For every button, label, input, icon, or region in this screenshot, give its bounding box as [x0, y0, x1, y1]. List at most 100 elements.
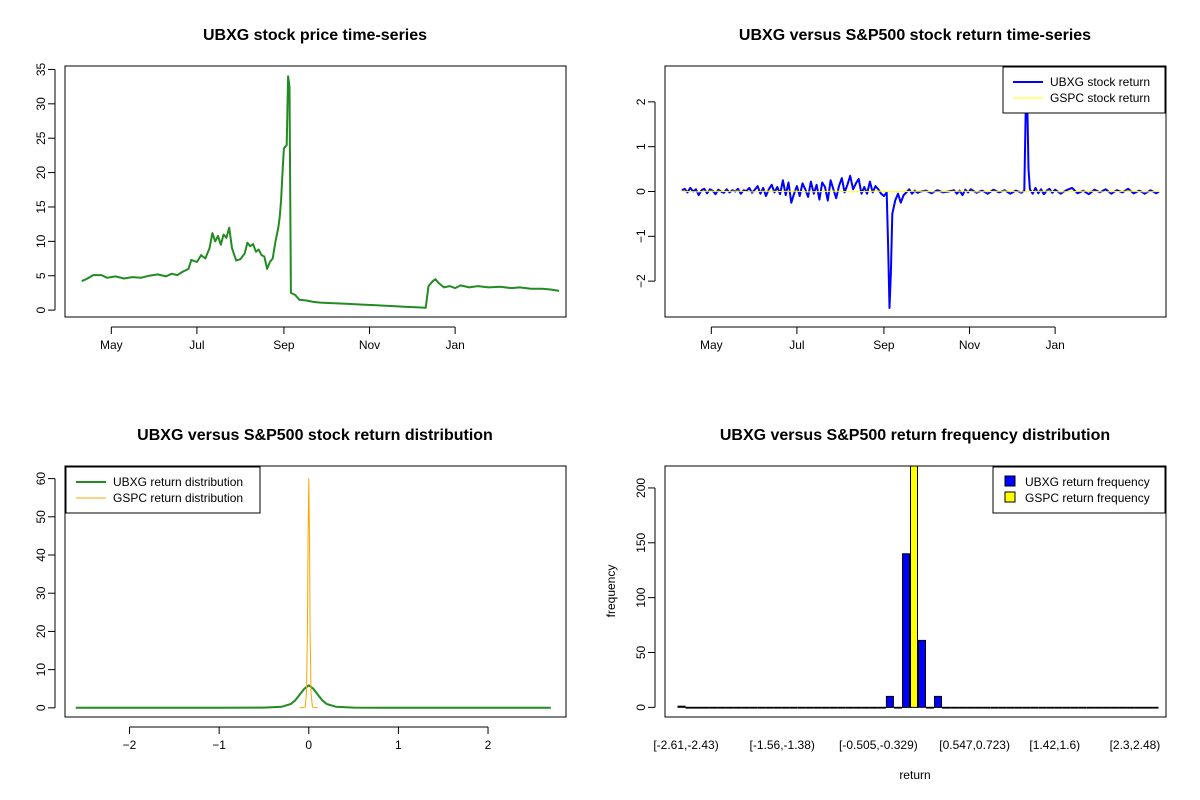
density-y-tick-label: 60: [34, 472, 48, 486]
price-x-tick-label: Jul: [189, 338, 204, 352]
frequency-bar-gspc: [877, 706, 886, 709]
price-y-tick-label: 5: [34, 272, 48, 279]
frequency-bar-gspc: [845, 706, 854, 709]
returns-x-tick-label: Jan: [1045, 338, 1064, 352]
frequency-bar-ubxg: [885, 695, 894, 708]
frequency-bar-gspc: [958, 706, 967, 709]
frequency-bar-gspc: [1102, 706, 1111, 709]
frequency-bars: [677, 466, 1159, 709]
frequency-bar-gspc: [1070, 706, 1079, 709]
frequency-bar-ubxg: [757, 706, 766, 709]
returns-chart-title: UBXG versus S&P500 stock return time-ser…: [739, 27, 1091, 44]
density-x-tick-label: 2: [485, 738, 492, 752]
frequency-bar-ubxg: [853, 706, 862, 709]
density-legend-box: [65, 466, 261, 514]
frequency-bar-ubxg: [1046, 706, 1055, 709]
frequency-bar-gspc: [1006, 706, 1015, 709]
density-y-tick-label: 20: [34, 624, 48, 638]
frequency-bar-gspc: [717, 706, 726, 709]
returns-legend-label-gspc: GSPC stock return: [1050, 91, 1150, 105]
returns-x-tick-label: Sep: [873, 338, 895, 352]
returns-legend-box: [1002, 66, 1166, 114]
frequency-bar-gspc: [1134, 706, 1143, 709]
frequency-x-tick-label: [-1.56,-1.38): [750, 738, 815, 752]
price-y-tick-label: 20: [34, 166, 48, 180]
frequency-bar-ubxg: [918, 639, 926, 708]
price-chart-title: UBXG stock price time-series: [203, 27, 427, 44]
density-series-line-ubxg: [75, 684, 551, 709]
frequency-bar-ubxg: [693, 706, 702, 709]
frequency-y-axis-label: frequency: [604, 565, 618, 618]
frequency-bar-gspc: [942, 706, 950, 709]
frequency-bar-ubxg: [677, 705, 686, 708]
frequency-y-tick-label: 150: [634, 532, 648, 552]
frequency-legend-label-ubxg: UBXG return frequency: [1025, 475, 1150, 489]
returns-legend-label-ubxg: UBXG stock return: [1050, 75, 1150, 89]
frequency-legend: UBXG return frequency GSPC return freque…: [992, 466, 1166, 514]
frequency-bar-ubxg: [709, 706, 718, 709]
density-chart-title: UBXG versus S&P500 stock return distribu…: [137, 427, 493, 444]
frequency-bar-ubxg: [902, 553, 910, 708]
frequency-bar-ubxg: [966, 706, 975, 709]
price-y-tick-label: 0: [34, 306, 48, 313]
price-x-tick-label: Nov: [359, 338, 380, 352]
frequency-bar-gspc: [1054, 706, 1063, 709]
frequency-chart-title: UBXG versus S&P500 return frequency dist…: [720, 427, 1110, 444]
frequency-bar-gspc: [974, 706, 983, 709]
frequency-x-axis-label: return: [899, 768, 930, 782]
price-x-tick-label: Sep: [273, 338, 295, 352]
frequency-legend-box: [992, 466, 1166, 514]
returns-series-line-ubxg: [681, 91, 1160, 309]
frequency-bar-ubxg: [789, 706, 798, 709]
frequency-x-tick-label: [0.547,0.723): [939, 738, 1010, 752]
price-plot-frame: [64, 65, 567, 318]
density-chart-panel: UBXG versus S&P500 stock return distribu…: [34, 427, 567, 752]
frequency-bar-ubxg: [1014, 706, 1023, 709]
density-legend: UBXG return distribution GSPC return dis…: [65, 466, 261, 514]
frequency-bar-gspc: [733, 706, 742, 709]
returns-y-tick-label: −1: [634, 229, 648, 243]
frequency-bar-ubxg: [741, 706, 750, 709]
frequency-bar-ubxg: [869, 706, 878, 709]
frequency-bar-ubxg: [773, 706, 782, 709]
density-y-tick-label: 0: [34, 704, 48, 711]
frequency-legend-label-gspc: GSPC return frequency: [1025, 491, 1150, 505]
frequency-bar-ubxg: [1094, 706, 1103, 709]
price-y-tick-label: 35: [34, 62, 48, 76]
frequency-bar-gspc: [749, 706, 758, 709]
returns-series-line-gspc: [681, 190, 1160, 193]
density-legend-label-gspc: GSPC return distribution: [113, 491, 243, 505]
density-plot-frame: [64, 465, 567, 718]
density-y-tick-label: 50: [34, 510, 48, 524]
frequency-bar-ubxg: [1062, 706, 1071, 709]
frequency-x-tick-label: [2.3,2.48): [1110, 738, 1161, 752]
density-x-tick-label: 1: [395, 738, 402, 752]
frequency-legend-swatch-ubxg: [1004, 475, 1016, 487]
frequency-bar-ubxg: [725, 706, 734, 709]
frequency-bar-ubxg: [1030, 706, 1039, 709]
returns-y-tick-label: 1: [634, 143, 648, 150]
frequency-bar-ubxg: [998, 706, 1007, 709]
density-y-tick-label: 30: [34, 586, 48, 600]
frequency-x-tick-label: [1.42,1.6): [1029, 738, 1080, 752]
frequency-y-tick-label: 0: [634, 704, 648, 711]
frequency-bar-gspc: [829, 706, 838, 709]
returns-y-tick-label: 0: [634, 188, 648, 195]
returns-x-tick-label: Nov: [959, 338, 980, 352]
frequency-bar-gspc: [926, 706, 934, 709]
price-series-line: [81, 75, 560, 309]
price-chart-panel: UBXG stock price time-series 0 5 10 15 20 25 3…: [34, 27, 567, 352]
returns-x-tick-label: May: [700, 338, 723, 352]
frequency-bar-gspc: [1150, 706, 1159, 709]
frequency-x-tick-label: [-2.61,-2.43): [653, 738, 718, 752]
frequency-bar-ubxg: [934, 695, 942, 708]
frequency-bar-gspc: [1038, 706, 1047, 709]
frequency-x-tick-label: [-0.505,-0.329): [839, 738, 918, 752]
density-y-tick-label: 40: [34, 548, 48, 562]
frequency-bar-ubxg: [982, 706, 991, 709]
frequency-bar-ubxg: [821, 706, 830, 709]
frequency-y-tick-label: 50: [634, 646, 648, 660]
frequency-bar-gspc: [910, 466, 918, 708]
density-x-tick-label: −2: [123, 738, 137, 752]
